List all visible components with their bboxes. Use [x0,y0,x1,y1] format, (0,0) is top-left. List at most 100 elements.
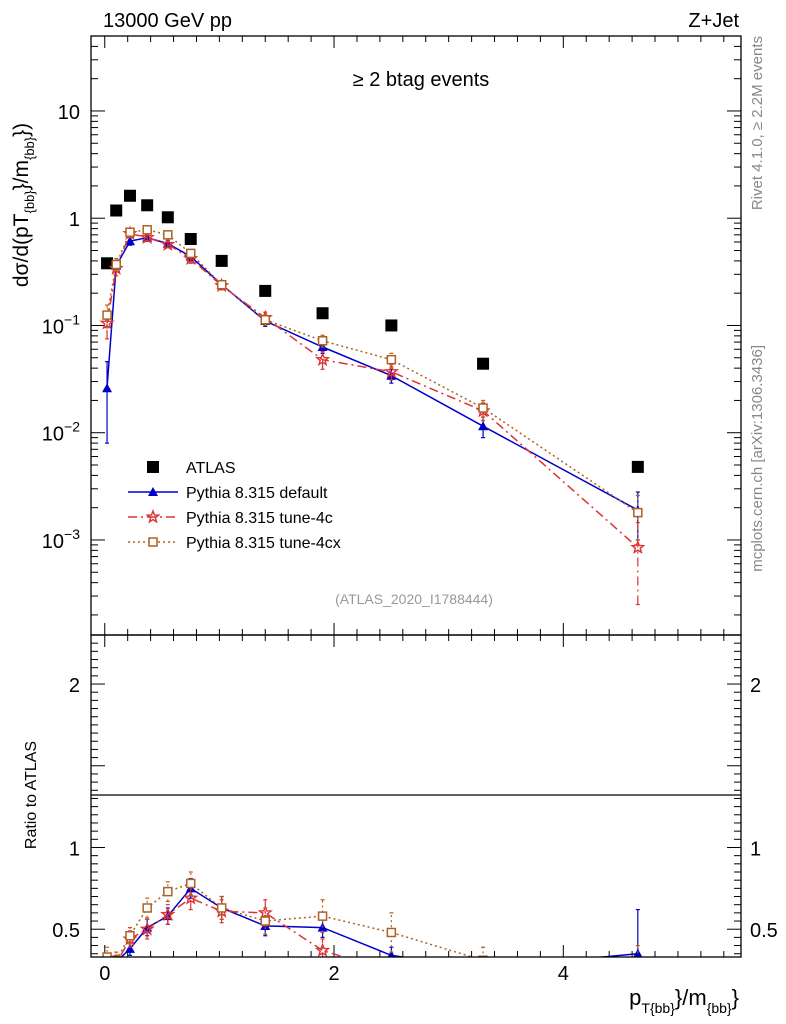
data-point [383,363,399,379]
x-tick-label: 2 [328,963,339,985]
data-point [116,956,117,957]
y-tick-label-main: 10−1 [42,311,80,338]
data-point [163,886,173,897]
legend: ATLAS Pythia 8.315 default Pythia 8.315 tu… [128,460,341,552]
side-label-mcplots: mcplots.cern.ch [arXiv:1306.3436] [749,345,766,572]
data-point [632,972,643,983]
data-point [123,189,136,202]
data-point [633,507,643,518]
data-point [260,916,271,926]
data-point [317,911,328,921]
y-tick-label-main: 10 [58,102,80,124]
data-point [102,310,112,320]
data-point [124,236,135,246]
y-axis-title-main: dσ/d(pT{bb}}/m{bb}}) [10,123,37,287]
data-point [314,942,331,957]
y-tick-label-main: 1 [69,209,80,231]
y-tick-label-ratio-right: 0.5 [750,920,778,942]
series-line [106,232,639,549]
data-point [160,236,176,251]
data-point [185,878,196,889]
data-point [386,966,398,977]
main-plot-series [99,189,646,606]
data-point [387,950,396,957]
legend-item: ATLAS [147,460,236,477]
data-point [184,233,197,246]
data-point [142,225,152,235]
data-point [631,460,644,473]
data-point [185,248,196,259]
data-point [260,315,271,325]
axes-ticks [91,35,741,957]
legend-label: Pythia 8.315 default [186,485,328,502]
ratio-line [107,882,475,957]
series-line [106,229,639,514]
data-point [257,904,273,920]
series-line [106,236,639,511]
svg-text:pT{bb}}/m{bb}}: pT{bb}}/m{bb}} [629,985,739,1016]
legend-label: Pythia 8.315 tune-4cx [186,535,341,552]
data-point [316,307,329,320]
data-point [145,509,161,524]
ratio-plot-series [102,871,643,983]
data-point [477,357,490,370]
data-point [478,963,488,972]
y-tick-label-ratio: 0.5 [52,920,80,942]
data-point [99,315,115,330]
series-pythia-8-315-tune-4c [99,225,646,606]
data-point [386,927,397,938]
series-atlas [101,189,644,473]
legend-item: Pythia 8.315 tune-4c [128,509,333,527]
data-point [477,972,488,983]
data-point [147,461,159,473]
y-tick-label-main: 10−3 [42,526,80,553]
data-point [125,227,135,237]
x-tick-label: 4 [558,963,569,985]
series-pythia-8-315-tune-4cx [102,225,643,541]
data-point [386,354,397,365]
svg-text:dσ/d(pT{bb}}/m{bb}}): dσ/d(pT{bb}}/m{bb}}) [10,123,37,287]
data-point [124,943,135,953]
data-point [110,204,123,217]
data-point [215,254,228,267]
data-point [142,903,152,913]
y-tick-label-ratio: 2 [69,675,80,697]
legend-item: Pythia 8.315 tune-4cx [128,535,341,552]
ratio-plot-frame [90,634,742,958]
data-point [148,537,158,547]
data-point [163,230,173,240]
x-tick-labels: 0 2 4 [99,963,569,985]
data-point [478,403,488,413]
data-point [216,279,227,290]
data-point [141,199,154,212]
y-axis-title-ratio: Ratio to ATLAS [23,741,40,849]
energy-label: 13000 GeV pp [103,10,232,32]
data-point [314,351,331,367]
data-point [634,958,642,966]
y-tick-label-ratio: 1 [69,838,80,860]
data-point [111,259,121,270]
x-tick-label: 0 [99,963,110,985]
selection-label: ≥ 2 btag events [353,69,490,91]
data-point [115,955,117,957]
data-point [102,383,113,393]
process-label: Z+Jet [688,10,739,32]
data-point [139,921,155,936]
legend-label: ATLAS [186,460,236,477]
data-point [139,229,155,244]
legend-item: Pythia 8.315 default [128,485,328,502]
data-point [478,421,489,431]
data-point [160,906,176,922]
data-point [630,539,646,554]
analysis-label: (ATLAS_2020_I1788444) [335,591,493,607]
y-tick-label-ratio-right: 1 [750,838,761,860]
data-point [216,903,227,913]
data-point [183,890,199,905]
data-point [385,319,398,332]
data-point [317,336,328,346]
side-label-rivet: Rivet 4.1.0, ≥ 2.2M events [749,36,766,210]
x-axis-title: pT{bb}}/m{bb}} [629,985,739,1016]
data-point [161,211,174,224]
y-tick-label-main: 10−2 [42,419,80,446]
